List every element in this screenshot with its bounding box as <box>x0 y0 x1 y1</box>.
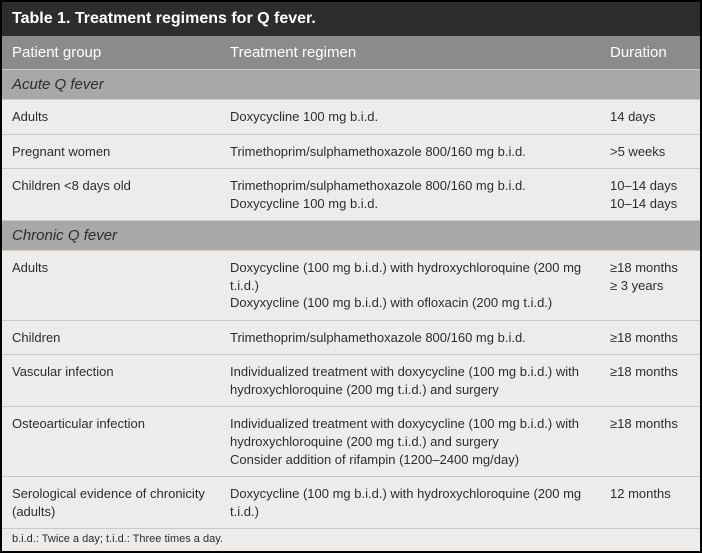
table-row: Children <8 days oldTrimethoprim/sulpham… <box>2 168 700 220</box>
table-row: AdultsDoxycycline 100 mg b.i.d.14 days <box>2 99 700 134</box>
col-header-regimen: Treatment regimen <box>220 36 600 69</box>
table-row: ChildrenTrimethoprim/sulphamethoxazole 8… <box>2 320 700 355</box>
cell-duration: 14 days <box>600 100 700 134</box>
cell-regimen: Doxycycline 100 mg b.i.d. <box>220 100 600 134</box>
cell-duration: ≥18 months≥ 3 years <box>600 251 700 320</box>
table-body: Acute Q feverAdultsDoxycycline 100 mg b.… <box>2 69 700 528</box>
cell-regimen: Individualized treatment with doxycyclin… <box>220 355 600 406</box>
cell-patient-group: Serological evidence of chronicity (adul… <box>2 477 220 528</box>
table-row: AdultsDoxycycline (100 mg b.i.d.) with h… <box>2 250 700 320</box>
cell-patient-group: Children <8 days old <box>2 169 220 220</box>
cell-patient-group: Adults <box>2 251 220 320</box>
cell-duration: ≥18 months <box>600 321 700 355</box>
cell-regimen: Trimethoprim/sulphamethoxazole 800/160 m… <box>220 135 600 169</box>
col-header-patient-group: Patient group <box>2 36 220 69</box>
table-header-row: Patient group Treatment regimen Duration <box>2 36 700 69</box>
cell-regimen: Trimethoprim/sulphamethoxazole 800/160 m… <box>220 169 600 220</box>
cell-duration: 10–14 days10–14 days <box>600 169 700 220</box>
cell-duration: ≥18 months <box>600 355 700 406</box>
section-header: Chronic Q fever <box>2 220 700 250</box>
cell-regimen: Doxycycline (100 mg b.i.d.) with hydroxy… <box>220 477 600 528</box>
cell-duration: ≥18 months <box>600 407 700 476</box>
cell-patient-group: Adults <box>2 100 220 134</box>
cell-patient-group: Osteoarticular infection <box>2 407 220 476</box>
table-row: Osteoarticular infectionIndividualized t… <box>2 406 700 476</box>
table-row: Vascular infectionIndividualized treatme… <box>2 354 700 406</box>
treatment-table: Table 1. Treatment regimens for Q fever.… <box>0 0 702 553</box>
cell-patient-group: Children <box>2 321 220 355</box>
cell-regimen: Individualized treatment with doxycyclin… <box>220 407 600 476</box>
cell-regimen: Trimethoprim/sulphamethoxazole 800/160 m… <box>220 321 600 355</box>
section-header: Acute Q fever <box>2 69 700 99</box>
cell-patient-group: Vascular infection <box>2 355 220 406</box>
cell-duration: >5 weeks <box>600 135 700 169</box>
cell-duration: 12 months <box>600 477 700 528</box>
table-title: Table 1. Treatment regimens for Q fever. <box>2 2 700 36</box>
cell-regimen: Doxycycline (100 mg b.i.d.) with hydroxy… <box>220 251 600 320</box>
table-row: Pregnant womenTrimethoprim/sulphamethoxa… <box>2 134 700 169</box>
table-row: Serological evidence of chronicity (adul… <box>2 476 700 528</box>
col-header-duration: Duration <box>600 36 700 69</box>
cell-patient-group: Pregnant women <box>2 135 220 169</box>
table-footnote: b.i.d.: Twice a day; t.i.d.: Three times… <box>2 528 700 551</box>
